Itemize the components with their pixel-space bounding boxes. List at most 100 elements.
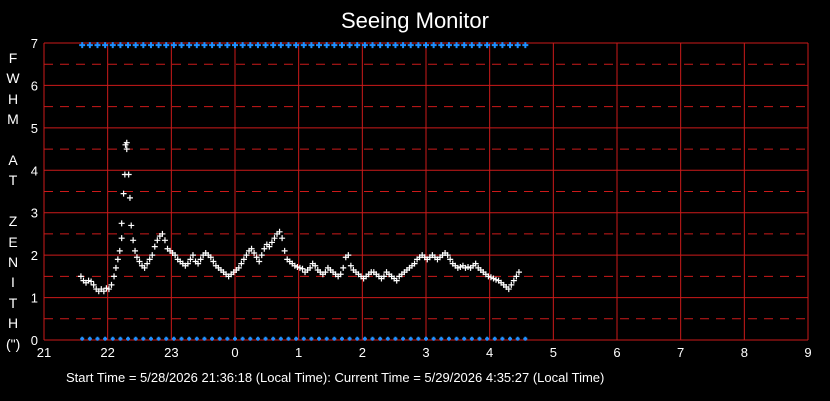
data-point — [141, 264, 148, 271]
data-point — [207, 254, 214, 261]
data-point — [279, 235, 286, 242]
data-point — [133, 254, 140, 261]
x-tick-label: 8 — [741, 345, 748, 360]
data-point — [312, 262, 319, 269]
data-point — [307, 264, 314, 271]
data-point — [238, 260, 245, 267]
data-point — [187, 256, 194, 263]
y-label-char: H — [7, 315, 19, 332]
data-point — [472, 260, 479, 267]
y-label-char: Z — [8, 213, 18, 230]
data-point — [118, 220, 125, 227]
data-point — [240, 256, 247, 263]
y-label-char: T — [8, 172, 18, 189]
y-tick-label: 4 — [31, 163, 38, 178]
data-point — [146, 256, 153, 263]
data-point — [172, 252, 179, 259]
data-point — [149, 252, 156, 259]
data-point — [159, 230, 166, 237]
data-point — [132, 247, 139, 254]
data-point — [184, 260, 191, 267]
y-label-char: T — [8, 294, 18, 311]
y-label-char: F — [8, 50, 18, 66]
data-point — [189, 252, 196, 259]
data-point — [118, 235, 125, 242]
data-point — [105, 286, 112, 293]
data-point — [88, 278, 95, 285]
x-tick-label: 22 — [100, 345, 114, 360]
data-point — [144, 260, 151, 267]
data-point — [197, 256, 204, 263]
data-point — [258, 252, 265, 259]
data-point — [126, 194, 133, 201]
y-label-char: (") — [6, 335, 21, 352]
time-footer: Start Time = 5/28/2026 21:36:18 (Local T… — [66, 370, 605, 385]
data-point — [268, 239, 275, 246]
y-tick-label: 3 — [31, 206, 38, 221]
data-point — [345, 252, 352, 259]
chart-title: Seeing Monitor — [341, 8, 489, 33]
x-tick-label: 1 — [295, 345, 302, 360]
data-point — [347, 262, 354, 269]
data-point — [77, 273, 84, 280]
x-tick-label: 4 — [486, 345, 493, 360]
y-label-char: H — [7, 90, 19, 107]
y-label-char: I — [11, 274, 15, 291]
y-tick-label: 0 — [31, 333, 38, 348]
data-point — [111, 273, 118, 280]
data-point — [235, 264, 242, 271]
data-point — [251, 250, 258, 257]
data-point — [161, 237, 168, 244]
data-point — [116, 247, 123, 254]
data-point — [444, 252, 451, 259]
data-point — [120, 190, 127, 197]
data-point — [261, 245, 268, 252]
data-point — [510, 277, 517, 284]
x-tick-label: 0 — [231, 345, 238, 360]
data-point — [505, 286, 512, 293]
x-tick-label: 2 — [359, 345, 366, 360]
x-tick-label: 21 — [37, 345, 51, 360]
y-label-char: A — [8, 152, 18, 169]
data-point — [125, 171, 132, 178]
data-point — [248, 245, 255, 252]
data-point — [266, 243, 273, 250]
y-label-char: M — [7, 111, 19, 128]
y-label-char: W — [6, 70, 20, 87]
data-point — [508, 281, 515, 288]
data-point — [447, 256, 454, 263]
x-tick-label: 5 — [550, 345, 557, 360]
data-point — [136, 258, 143, 265]
x-tick-label: 3 — [422, 345, 429, 360]
x-tick-label: 7 — [677, 345, 684, 360]
data-point — [154, 237, 161, 244]
data-point — [210, 258, 217, 265]
y-label-char: N — [7, 254, 19, 271]
data-point — [276, 228, 283, 235]
data-point — [256, 258, 263, 265]
data-point — [114, 256, 121, 263]
data-point — [322, 269, 329, 276]
data-point — [130, 237, 137, 244]
data-point — [411, 260, 418, 267]
data-point — [90, 281, 97, 288]
data-point — [128, 222, 135, 229]
data-point — [151, 243, 158, 250]
x-tick-label: 6 — [613, 345, 620, 360]
x-tick-label: 9 — [804, 345, 811, 360]
y-tick-label: 1 — [31, 291, 38, 306]
data-point — [123, 146, 130, 153]
y-tick-label: 6 — [31, 78, 38, 93]
data-point — [337, 271, 344, 278]
data-point — [108, 281, 115, 288]
data-point — [271, 235, 278, 242]
data-point — [112, 264, 119, 271]
y-tick-label: 5 — [31, 121, 38, 136]
y-label-char: E — [8, 233, 18, 250]
data-point — [380, 273, 387, 280]
data-point — [281, 247, 288, 254]
data-point — [243, 252, 250, 259]
x-tick-label: 23 — [164, 345, 178, 360]
